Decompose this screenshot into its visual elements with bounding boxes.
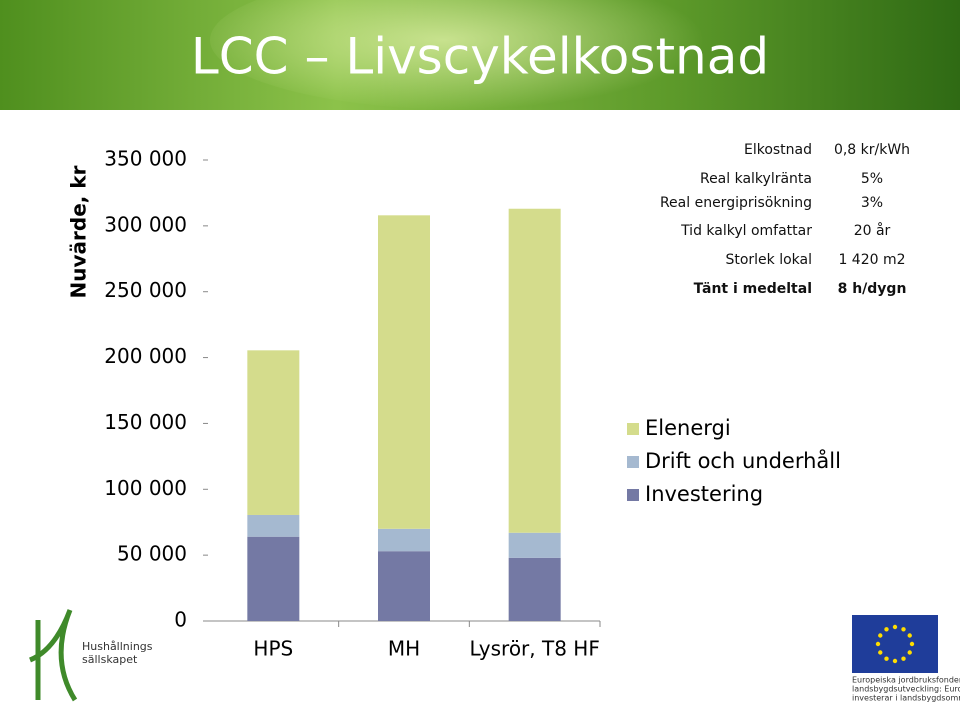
y-tick-label: 300 000 [104, 212, 187, 236]
eu-star [901, 627, 906, 632]
bar-segment [378, 215, 430, 529]
eu-flag [852, 615, 938, 673]
eu-star [878, 633, 883, 638]
bar-segment [247, 350, 300, 515]
logo-text: Europeiska jordbruksfonden för [852, 676, 960, 685]
y-tick-label: 250 000 [104, 278, 187, 302]
assumption-label: Storlek lokal [725, 252, 812, 268]
y-tick-label: 100 000 [104, 476, 187, 500]
logo-text: Hushållnings [82, 640, 153, 653]
bar-segment [378, 528, 430, 552]
assumption-value: 5% [861, 171, 883, 187]
x-tick-label: MH [388, 637, 420, 661]
assumption-value: 8 h/dygn [838, 281, 907, 297]
logo-text: investerar i landsbygdsområden [852, 693, 960, 703]
assumption-label: Real energiprisökning [660, 195, 812, 211]
eu-star [901, 656, 906, 661]
y-tick-label: 350 000 [104, 147, 187, 171]
eu-star [875, 641, 881, 647]
eu-star [907, 650, 912, 655]
assumption-label: Real kalkylränta [700, 171, 812, 187]
eu-star [907, 633, 912, 638]
legend-swatch [627, 456, 639, 468]
eu-star [884, 656, 889, 661]
assumption-value: 3% [861, 195, 883, 211]
x-tick-label: HPS [253, 637, 293, 661]
slide-title: LCC – Livscykelkostnad [191, 28, 769, 86]
assumption-value: 1 420 m2 [838, 252, 905, 268]
eu-star [892, 658, 898, 664]
eu-star [878, 650, 883, 655]
bar-segment [247, 514, 300, 537]
bar-segment [508, 532, 561, 558]
y-tick-label: 50 000 [117, 542, 187, 566]
eu-stars [875, 624, 915, 664]
eu-star [892, 624, 898, 630]
y-axis-title: Nuvärde, kr [67, 165, 91, 298]
assumption-label: Tänt i medeltal [694, 281, 812, 297]
legend-swatch [627, 489, 639, 501]
legend-label: Drift och underhåll [645, 448, 841, 473]
bar-segment [508, 208, 561, 533]
assumption-value: 20 år [854, 222, 891, 239]
hs-logo [28, 609, 78, 702]
legend-swatch [627, 423, 639, 435]
bar-segment [508, 557, 561, 621]
assumption-label: Elkostnad [744, 142, 812, 158]
assumption-value: 0,8 kr/kWh [834, 142, 910, 158]
eu-star [884, 627, 889, 632]
hs-logo-mark [28, 609, 78, 702]
eu-star [909, 641, 915, 647]
header-glow [210, 0, 730, 110]
y-tick-label: 150 000 [104, 410, 187, 434]
assumption-label: Tid kalkyl omfattar [680, 223, 812, 239]
legend-label: Investering [645, 482, 763, 506]
x-tick-label: Lysrör, T8 HF [469, 637, 599, 661]
logo-text: sällskapet [82, 653, 138, 666]
legend-label: Elenergi [645, 416, 731, 440]
logo-text: landsbygdsutveckling: Europa [852, 685, 960, 694]
bar-segment [247, 536, 300, 621]
y-tick-label: 200 000 [104, 344, 187, 368]
bar-segment [378, 551, 430, 621]
y-tick-label: 0 [174, 608, 187, 632]
